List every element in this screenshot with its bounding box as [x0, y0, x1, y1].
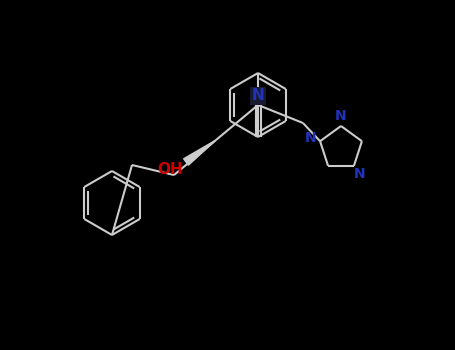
Polygon shape [184, 140, 216, 165]
Text: N: N [305, 131, 316, 145]
Text: N: N [354, 167, 366, 181]
Text: OH: OH [157, 162, 183, 177]
Text: N: N [252, 89, 264, 104]
Text: N: N [335, 109, 347, 123]
